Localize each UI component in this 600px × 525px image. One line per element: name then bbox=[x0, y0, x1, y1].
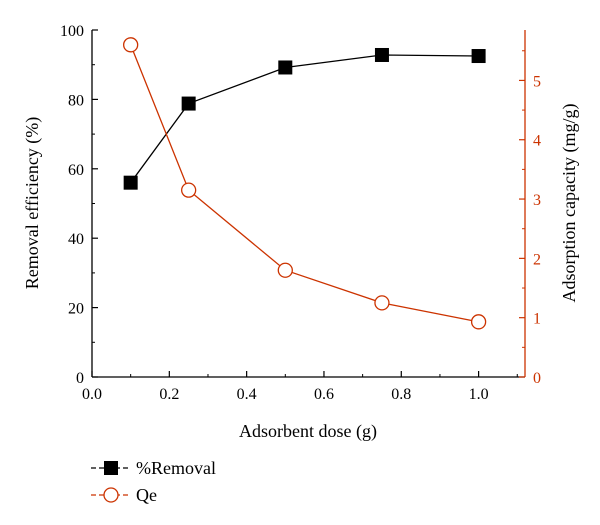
series-line-removal bbox=[130, 54, 479, 184]
right-y-axis-title: Adsorption capacity (mg/g) bbox=[559, 104, 580, 303]
x-tick-label: 0.0 bbox=[82, 386, 102, 403]
legend-entry-qe: Qe bbox=[91, 485, 157, 505]
data-point-removal bbox=[471, 49, 486, 64]
data-point-removal bbox=[278, 60, 293, 75]
right-y-tick-label: 0 bbox=[533, 370, 541, 387]
x-tick-label: 0.8 bbox=[391, 386, 411, 403]
legend-entry-removal: %Removal bbox=[91, 458, 216, 478]
data-point-qe bbox=[277, 262, 293, 278]
legend-marker-qe bbox=[103, 487, 119, 503]
left-y-tick-label: 20 bbox=[68, 301, 84, 318]
left-y-axis-ticks: 0 20 40 60 80 100 bbox=[60, 23, 98, 387]
right-y-axis-ticks: 0 1 2 3 4 5 bbox=[519, 50, 541, 387]
axes-frame bbox=[91, 30, 526, 378]
right-y-tick-label: 3 bbox=[533, 192, 541, 209]
x-tick-label: 1.0 bbox=[469, 386, 489, 403]
left-y-tick-label: 40 bbox=[68, 231, 84, 248]
left-y-tick-label: 80 bbox=[68, 92, 84, 109]
series-line-qe bbox=[130, 44, 479, 323]
data-point-removal bbox=[123, 175, 138, 190]
legend-label-qe: Qe bbox=[136, 485, 157, 505]
left-y-tick-label: 0 bbox=[76, 370, 84, 387]
legend: %Removal Qe bbox=[91, 458, 216, 505]
left-y-tick-label: 60 bbox=[68, 162, 84, 179]
x-tick-label: 0.2 bbox=[159, 386, 179, 403]
right-y-tick-label: 2 bbox=[533, 251, 541, 268]
x-axis-ticks: 0.0 0.2 0.4 0.6 0.8 1.0 bbox=[82, 371, 518, 403]
data-point-removal bbox=[181, 96, 196, 111]
x-axis-title: Adsorbent dose (g) bbox=[239, 421, 377, 442]
legend-marker-removal bbox=[104, 461, 118, 475]
data-point-qe bbox=[181, 182, 197, 198]
right-y-tick-label: 4 bbox=[533, 133, 541, 150]
left-y-tick-label: 100 bbox=[60, 23, 84, 40]
right-y-tick-label: 5 bbox=[533, 73, 541, 90]
plot-series bbox=[123, 37, 487, 330]
data-point-qe bbox=[123, 37, 139, 53]
left-y-axis-title: Removal efficiency (%) bbox=[22, 117, 43, 290]
right-y-tick-label: 1 bbox=[533, 311, 541, 328]
x-tick-label: 0.4 bbox=[237, 386, 257, 403]
legend-label-removal: %Removal bbox=[136, 458, 216, 478]
x-tick-label: 0.6 bbox=[314, 386, 334, 403]
data-point-removal bbox=[374, 47, 389, 62]
data-point-qe bbox=[374, 295, 390, 311]
data-point-qe bbox=[470, 314, 487, 330]
